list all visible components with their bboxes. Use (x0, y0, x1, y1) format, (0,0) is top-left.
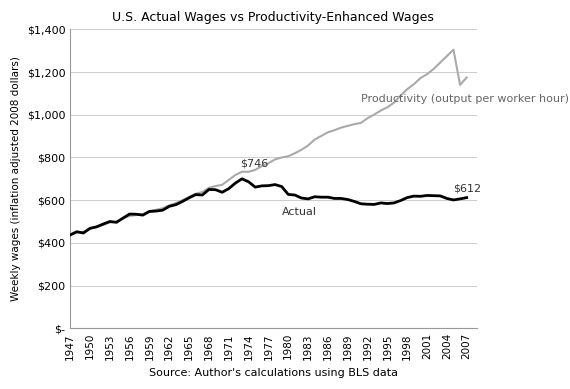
Text: Actual: Actual (282, 207, 316, 217)
Y-axis label: Weekly wages (inflation adjusted 2008 dollars): Weekly wages (inflation adjusted 2008 do… (11, 56, 21, 301)
Text: $746: $746 (240, 159, 268, 169)
Text: $612: $612 (454, 184, 482, 194)
X-axis label: Source: Author's calculations using BLS data: Source: Author's calculations using BLS … (149, 368, 398, 378)
Text: Productivity (output per worker hour): Productivity (output per worker hour) (361, 94, 569, 104)
Title: U.S. Actual Wages vs Productivity-Enhanced Wages: U.S. Actual Wages vs Productivity-Enhanc… (112, 11, 434, 24)
